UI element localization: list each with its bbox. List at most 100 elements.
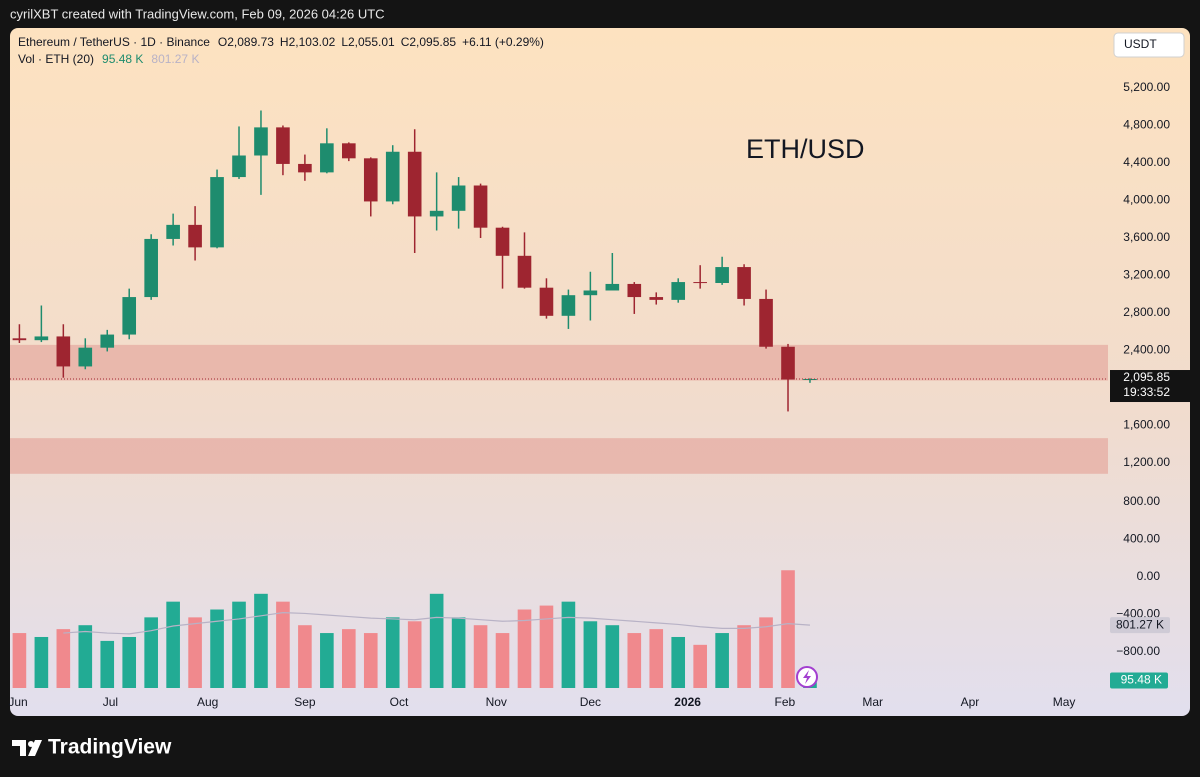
volume-bar [429,593,444,688]
volume-bar [473,625,488,688]
support-zone [10,344,1108,381]
volume-bar [451,617,466,688]
volume-axis-label: −800.00 [1116,644,1160,658]
ohlc-close: C2,095.85 [401,35,457,49]
x-tick-label: 2026 [674,695,701,709]
candle-body [188,224,202,248]
annotation: ETH/USD [746,134,865,164]
volume-bar [166,601,180,688]
candle-body [122,297,137,335]
y-tick-label: 2,800.00 [1123,305,1170,319]
volume-bar [495,633,510,688]
candle-body [495,227,510,256]
volume-bar [298,625,312,688]
volume-axis-label: 400.00 [1123,532,1160,546]
y-tick-label: 4,800.00 [1123,118,1170,132]
lightning-icon [796,666,818,688]
candle-body [232,155,246,178]
candle-body [385,151,400,202]
last-price-label: 2,095.85 [1123,370,1170,384]
candle-body [737,267,751,299]
candle-body [320,143,334,173]
volume-bar [232,601,246,688]
plot: 1,200.00 1,600.00 2,400.00 2,800.00 3,200.00… [8,80,1190,709]
currency[interactable]: USDT [1124,37,1157,51]
support-zone [10,438,1108,474]
candle-body [473,185,488,228]
volume-bar [715,633,729,688]
volume-bar [78,625,93,688]
candle-body [715,267,729,283]
candle-body [517,255,532,288]
volume-bar [122,636,137,688]
last-price-tag [1110,370,1190,403]
y-tick-label: 5,200.00 [1123,80,1170,94]
volume-bar [583,621,598,688]
x-tick-label: Feb [775,695,796,709]
x-tick-label: Jul [103,695,118,709]
candle-body [561,295,576,316]
candle-body [583,290,598,296]
y-tick-label: 3,600.00 [1123,230,1170,244]
candle-body [254,127,268,156]
y-tick-label: 2,400.00 [1123,343,1170,357]
candle-body [605,283,620,291]
volume-legend: Vol · ETH (20) [18,52,94,66]
candle-body [539,287,554,316]
volume-tag [1110,672,1168,689]
candle-body [649,297,664,300]
volume-bar [517,609,532,688]
x-tick-label: Nov [486,695,507,709]
volume-bar [188,617,202,688]
candle-body [210,177,224,248]
volume-bar [210,609,224,688]
change: +6.11 (+0.29%) [462,35,544,49]
brand: TradingView [48,736,172,759]
volume-bar [781,570,795,688]
y-tick-label: 1,200.00 [1123,455,1170,469]
volume-bar [100,640,115,688]
credit: cyrilXBT created with TradingView.com, F… [10,6,385,21]
volume-bar [539,605,554,688]
x-tick-label: May [1053,695,1076,709]
candle-body [451,185,466,211]
y-tick-label: 4,000.00 [1123,193,1170,207]
candle-body [78,347,93,367]
x-tick-label: Oct [390,695,409,709]
x-tick-label: Aug [197,695,218,709]
x-tick-label: Apr [961,695,980,709]
volume-ma-line [63,612,811,635]
volume-bar [759,617,773,688]
candle-body [407,151,422,217]
x-tick-label: Dec [580,695,601,709]
volume-bar [254,593,268,688]
volume-bar [561,601,576,688]
volume-axis-label: 0.00 [1137,569,1161,583]
volume-ma-legend-value: 801.27 K [151,52,199,66]
volume-tag-label: 95.48 K [1121,673,1162,687]
volume-ma-tag [1110,617,1170,634]
volume-axis-label: 800.00 [1123,494,1160,508]
volume-bar [342,629,356,688]
volume-ma-tag-label: 801.27 K [1116,617,1164,631]
volume-bar [56,629,71,688]
volume-bar [649,629,664,688]
volume-bar [276,601,290,688]
ohlc-high: H2,103.02 [280,35,336,49]
candle-body [627,283,642,298]
volume-bar [385,617,400,688]
currency-button[interactable] [1113,32,1185,58]
candle-body [12,338,27,341]
ohlc-open: O2,089.73 [218,35,274,49]
volume-bar [693,644,707,688]
candle-body [781,346,795,380]
volume-bar [407,621,422,688]
candle-body [429,210,444,217]
candle-body [34,336,49,341]
candle-body [363,158,378,202]
brand-logo [12,740,42,756]
candle-body [342,143,356,159]
volume-bar [320,633,334,688]
volume-bar [12,633,27,688]
